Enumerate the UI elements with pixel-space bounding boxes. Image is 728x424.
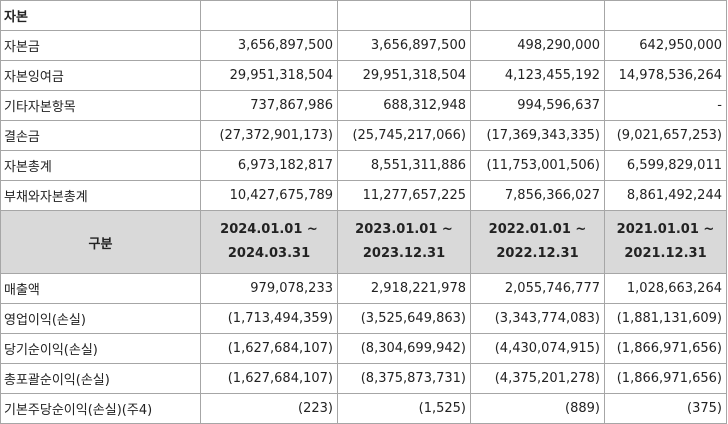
table-row: 기본주당순이익(손실)(주4) (223) (1,525) (889) (375… (0, 393, 727, 424)
table-row: 매출액 979,078,233 2,918,221,978 2,055,746,… (0, 273, 727, 304)
value-cell: (4,375,201,278) (470, 363, 605, 394)
empty-cell (604, 0, 727, 31)
row-label: 영업이익(손실) (0, 303, 201, 334)
period-header: 2023.01.01 ~ 2023.12.31 (337, 210, 471, 274)
value-cell: (223) (200, 393, 338, 424)
period-start: 2024.01.01 ~ (220, 222, 318, 237)
period-header-row: 구분 2024.01.01 ~ 2024.03.31 2023.01.01 ~ … (0, 210, 727, 274)
row-label: 자본금 (0, 30, 201, 61)
value-cell: 3,656,897,500 (200, 30, 338, 61)
period-start: 2021.01.01 ~ (616, 222, 715, 237)
value-cell: 688,312,948 (337, 90, 471, 121)
section-title-capital: 자본 (0, 0, 201, 31)
value-cell: - (604, 90, 727, 121)
value-cell: 979,078,233 (200, 273, 338, 304)
period-start: 2023.01.01 ~ (355, 222, 453, 237)
value-cell: 14,978,536,264 (604, 60, 727, 91)
value-cell: (3,525,649,863) (337, 303, 471, 334)
value-cell: (1,866,971,656) (604, 333, 727, 364)
value-cell: (17,369,343,335) (470, 120, 605, 151)
value-cell: (889) (470, 393, 605, 424)
value-cell: (1,881,131,609) (604, 303, 727, 334)
table-row: 기타자본항목 737,867,986 688,312,948 994,596,6… (0, 90, 727, 121)
table-row: 자본잉여금 29,951,318,504 29,951,318,504 4,12… (0, 60, 727, 91)
value-cell: 6,599,829,011 (604, 150, 727, 181)
period-end: 2024.03.31 (227, 246, 311, 261)
value-cell: 7,856,366,027 (470, 180, 605, 211)
period-header: 2021.01.01 ~ 2021.12.31 (604, 210, 727, 274)
period-end: 2022.12.31 (496, 246, 579, 261)
period-header: 2024.01.01 ~ 2024.03.31 (200, 210, 338, 274)
row-label: 자본총계 (0, 150, 201, 181)
value-cell: 4,123,455,192 (470, 60, 605, 91)
value-cell: 642,950,000 (604, 30, 727, 61)
value-cell: 8,861,492,244 (604, 180, 727, 211)
value-cell: (1,713,494,359) (200, 303, 338, 334)
table-row: 영업이익(손실) (1,713,494,359) (3,525,649,863)… (0, 303, 727, 334)
value-cell: (9,021,657,253) (604, 120, 727, 151)
value-cell: (375) (604, 393, 727, 424)
value-cell: 498,290,000 (470, 30, 605, 61)
value-cell: 994,596,637 (470, 90, 605, 121)
value-cell: (1,866,971,656) (604, 363, 727, 394)
value-cell: 29,951,318,504 (337, 60, 471, 91)
value-cell: 11,277,657,225 (337, 180, 471, 211)
period-end: 2021.12.31 (624, 246, 707, 261)
value-cell: 6,973,182,817 (200, 150, 338, 181)
value-cell: 737,867,986 (200, 90, 338, 121)
table-row: 자본총계 6,973,182,817 8,551,311,886 (11,753… (0, 150, 727, 181)
value-cell: 1,028,663,264 (604, 273, 727, 304)
table-row: 총포괄순이익(손실) (1,627,684,107) (8,375,873,73… (0, 363, 727, 394)
row-label: 총포괄순이익(손실) (0, 363, 201, 394)
empty-cell (337, 0, 471, 31)
table-row: 결손금 (27,372,901,173) (25,745,217,066) (1… (0, 120, 727, 151)
row-label: 기타자본항목 (0, 90, 201, 121)
row-label: 부채와자본총계 (0, 180, 201, 211)
period-header: 2022.01.01 ~ 2022.12.31 (470, 210, 605, 274)
empty-cell (470, 0, 605, 31)
value-cell: (8,304,699,942) (337, 333, 471, 364)
value-cell: 3,656,897,500 (337, 30, 471, 61)
period-start: 2022.01.01 ~ (488, 222, 587, 237)
value-cell: 8,551,311,886 (337, 150, 471, 181)
period-end: 2023.12.31 (362, 246, 446, 261)
value-cell: (1,525) (337, 393, 471, 424)
table-row: 자본금 3,656,897,500 3,656,897,500 498,290,… (0, 30, 727, 61)
value-cell: (4,430,074,915) (470, 333, 605, 364)
table-row: 부채와자본총계 10,427,675,789 11,277,657,225 7,… (0, 180, 727, 211)
value-cell: (25,745,217,066) (337, 120, 471, 151)
value-cell: 2,055,746,777 (470, 273, 605, 304)
value-cell: 29,951,318,504 (200, 60, 338, 91)
table-row-capital-section: 자본 (0, 0, 727, 31)
value-cell: (1,627,684,107) (200, 363, 338, 394)
value-cell: 2,918,221,978 (337, 273, 471, 304)
empty-cell (200, 0, 338, 31)
value-cell: (27,372,901,173) (200, 120, 338, 151)
value-cell: (1,627,684,107) (200, 333, 338, 364)
value-cell: (3,343,774,083) (470, 303, 605, 334)
row-label: 당기순이익(손실) (0, 333, 201, 364)
header-gubun: 구분 (0, 210, 201, 274)
row-label: 기본주당순이익(손실)(주4) (0, 393, 201, 424)
row-label: 자본잉여금 (0, 60, 201, 91)
row-label: 결손금 (0, 120, 201, 151)
row-label: 매출액 (0, 273, 201, 304)
value-cell: (8,375,873,731) (337, 363, 471, 394)
value-cell: (11,753,001,506) (470, 150, 605, 181)
table-row: 당기순이익(손실) (1,627,684,107) (8,304,699,942… (0, 333, 727, 364)
value-cell: 10,427,675,789 (200, 180, 338, 211)
